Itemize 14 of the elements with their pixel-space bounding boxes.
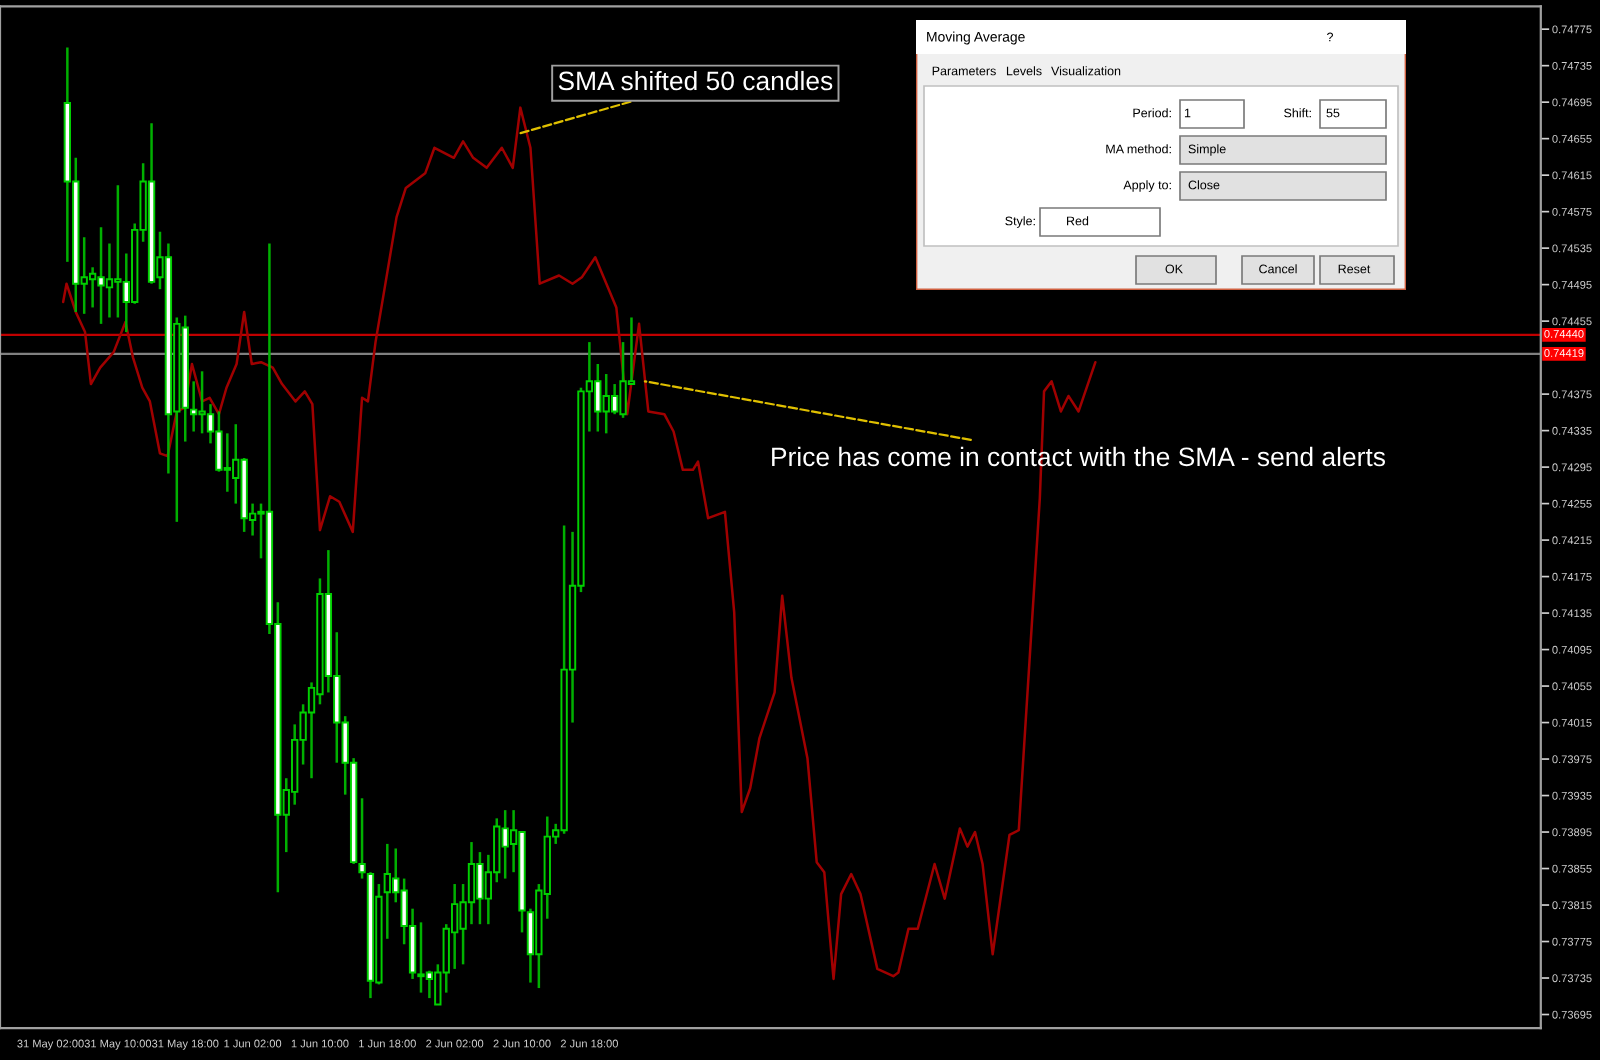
- candlestick: [467, 840, 476, 926]
- candlestick: [88, 266, 97, 309]
- candlestick: [602, 372, 610, 435]
- candlestick: [223, 432, 231, 493]
- candlestick: [198, 370, 206, 435]
- candlestick: [501, 808, 509, 880]
- candlestick: [105, 242, 114, 319]
- candlestick: [97, 225, 105, 326]
- annotation: SMA shifted 50 candles: [558, 70, 833, 91]
- candlestick: [619, 340, 627, 420]
- candlestick: [451, 882, 459, 971]
- candlestick: [610, 382, 619, 416]
- candlestick: [476, 850, 484, 926]
- candlestick: [425, 969, 434, 1000]
